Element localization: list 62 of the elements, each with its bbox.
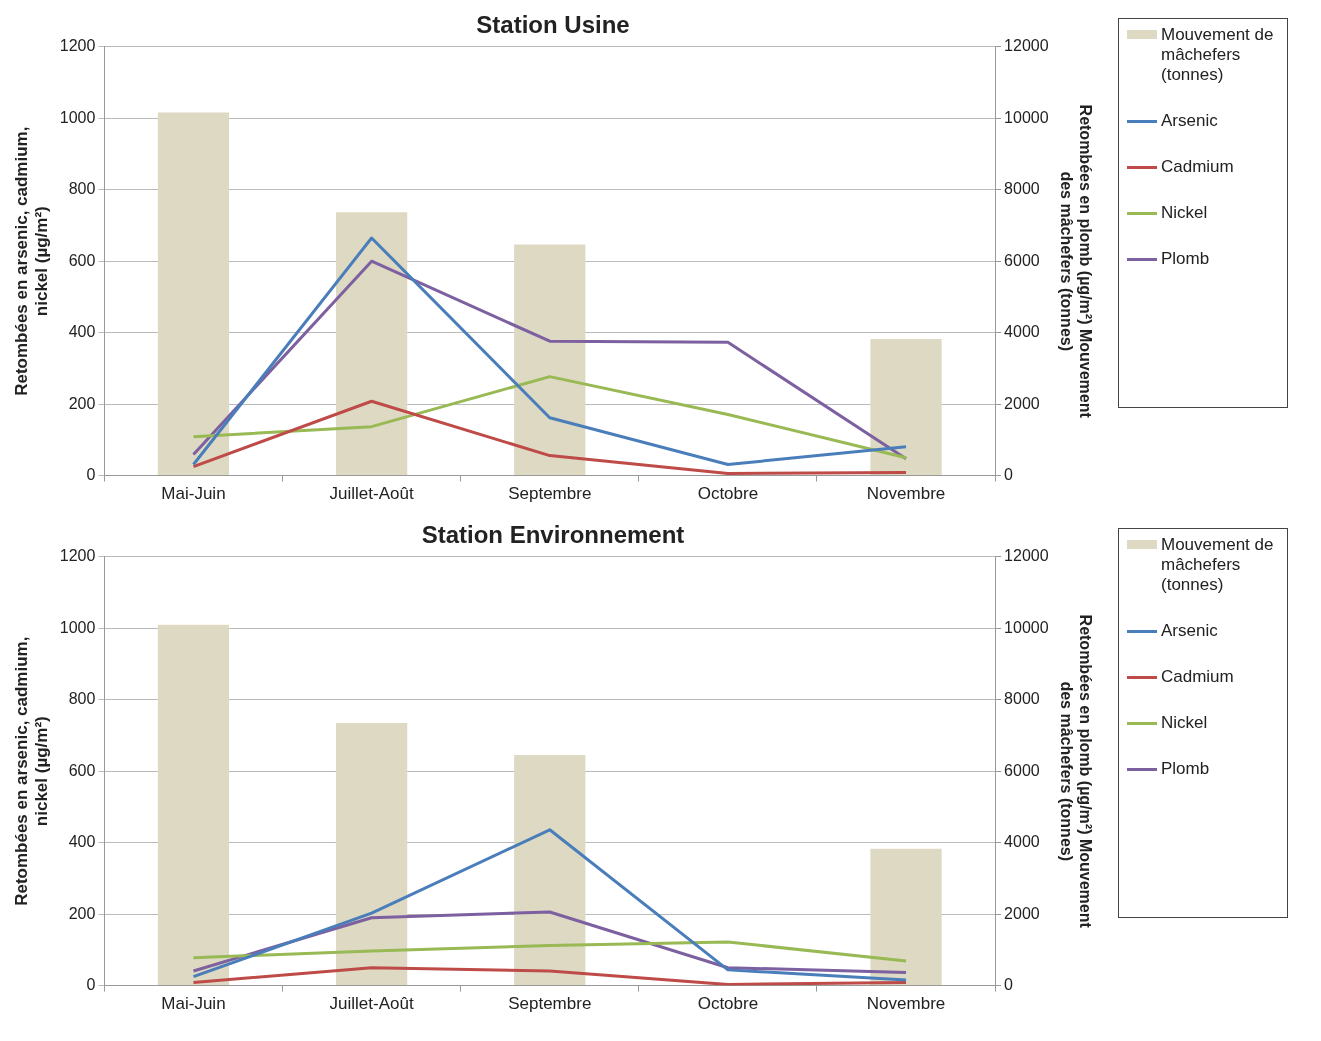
x-tick-label: Septembre — [508, 994, 592, 1014]
x-tick-label: Novembre — [866, 484, 946, 504]
x-tick-label: Juillet-Août — [329, 484, 414, 504]
legend-label: Mouvement de mâchefers (tonnes) — [1161, 25, 1275, 85]
x-tick-label: Octobre — [697, 484, 759, 504]
x-tick-label: Octobre — [697, 994, 759, 1014]
y2-axis-title: Retombées en plomb (µg/m²) Mouvement des mâchefers (tonnes) — [1057, 614, 1094, 929]
y2-tick-label: 6000 — [1004, 251, 1040, 269]
y2-tick-label: 0 — [1004, 976, 1014, 994]
y2-tick-label: 10000 — [1004, 108, 1049, 126]
y-tick-label: 200 — [68, 904, 96, 922]
y2-tick-label: 8000 — [1004, 180, 1040, 198]
y-tick-label: 200 — [68, 394, 96, 412]
y-tick-label: 0 — [86, 976, 96, 994]
bar — [335, 722, 408, 986]
y-tick-label: 0 — [86, 466, 96, 484]
chart-title: Station Environnement — [421, 521, 685, 549]
y-tick-label: 400 — [68, 833, 96, 851]
bar — [514, 244, 586, 476]
x-tick-label: Mai-Juin — [161, 994, 226, 1014]
y2-tick-label: 0 — [1004, 466, 1014, 484]
y-tick-label: 800 — [68, 690, 96, 708]
y2-tick-label: 4000 — [1004, 323, 1040, 341]
legend-label: Cadmium — [1161, 157, 1234, 177]
bar — [514, 755, 586, 986]
y2-tick-label: 10000 — [1004, 618, 1049, 636]
bar — [157, 112, 230, 476]
y2-tick-label: 12000 — [1004, 37, 1049, 55]
legend-label: Cadmium — [1161, 667, 1234, 687]
chart-title: Station Usine — [476, 11, 630, 39]
y-tick-label: 1000 — [59, 108, 96, 126]
y-tick-label: 600 — [68, 251, 96, 269]
y-axis-title: Retombées en arsenic, cadmium, nickel (µg/m²) — [11, 126, 52, 396]
y2-tick-label: 2000 — [1004, 394, 1040, 412]
legend-label: Nickel — [1161, 203, 1208, 223]
x-tick-label: Novembre — [866, 994, 946, 1014]
x-tick-label: Mai-Juin — [161, 484, 226, 504]
x-tick-label: Septembre — [508, 484, 592, 504]
y-tick-label: 400 — [68, 323, 96, 341]
y-tick-label: 1200 — [59, 547, 96, 565]
y2-tick-label: 8000 — [1004, 690, 1040, 708]
x-tick-label: Juillet-Août — [329, 994, 414, 1014]
legend-label: Arsenic — [1161, 111, 1218, 131]
y2-tick-label: 12000 — [1004, 547, 1049, 565]
y2-tick-label: 2000 — [1004, 904, 1040, 922]
y-axis-title: Retombées en arsenic, cadmium, nickel (µg/m²) — [11, 636, 52, 906]
y-tick-label: 600 — [68, 761, 96, 779]
legend-label: Nickel — [1161, 713, 1208, 733]
y-tick-label: 1000 — [59, 618, 96, 636]
legend-label: Mouvement de mâchefers (tonnes) — [1161, 535, 1275, 595]
legend-label: Plomb — [1161, 759, 1210, 779]
bar — [870, 339, 942, 476]
bar — [335, 212, 408, 476]
legend-label: Arsenic — [1161, 621, 1218, 641]
y-tick-label: 800 — [68, 180, 96, 198]
y2-axis-title: Retombées en plomb (µg/m²) Mouvement des mâchefers (tonnes) — [1057, 104, 1094, 419]
legend-label: Plomb — [1161, 249, 1210, 269]
bar — [157, 624, 230, 986]
y-tick-label: 1200 — [59, 37, 96, 55]
y2-tick-label: 4000 — [1004, 833, 1040, 851]
bar — [870, 848, 942, 986]
y2-tick-label: 6000 — [1004, 761, 1040, 779]
